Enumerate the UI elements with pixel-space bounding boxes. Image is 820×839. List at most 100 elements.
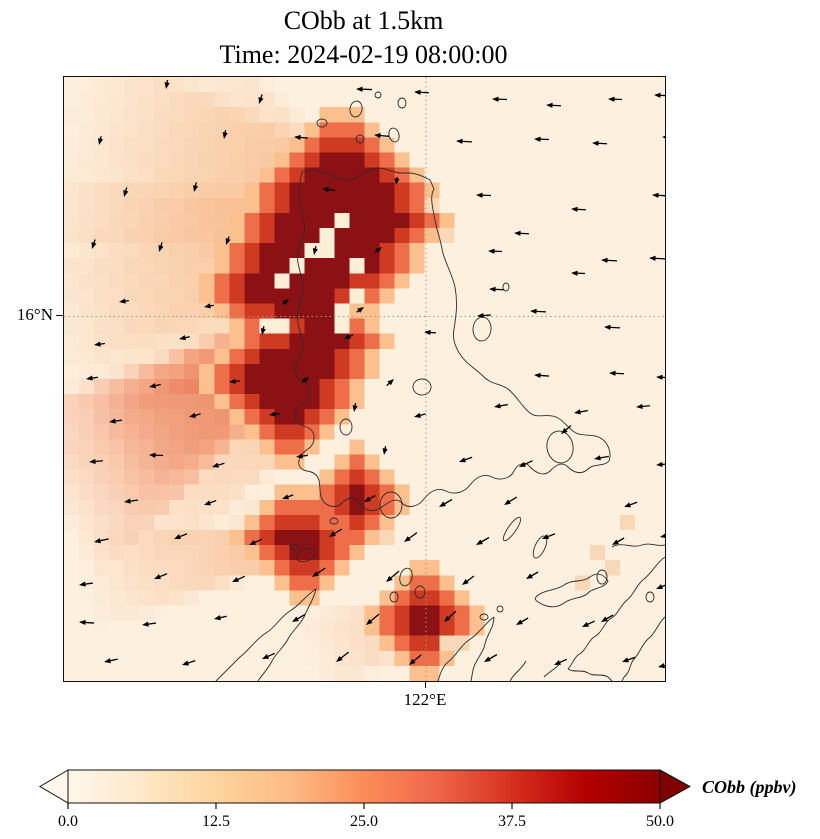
wind-arrow bbox=[476, 536, 490, 545]
wind-arrow bbox=[79, 619, 95, 626]
wind-arrow bbox=[477, 312, 492, 319]
wind-arrow bbox=[232, 575, 246, 582]
wind-arrow bbox=[571, 206, 587, 212]
wind-arrow bbox=[594, 455, 609, 461]
wind-arrow bbox=[526, 571, 539, 579]
wind-arrow bbox=[109, 418, 122, 424]
wind-arrow bbox=[660, 533, 665, 539]
island-outline bbox=[389, 591, 399, 603]
wind-arrow bbox=[204, 499, 217, 506]
wind-arrow bbox=[282, 299, 289, 306]
colorbar-tick-2: 25.0 bbox=[350, 813, 378, 830]
wind-arrow bbox=[561, 425, 572, 434]
wind-arrow bbox=[592, 140, 608, 146]
coastline-path bbox=[215, 588, 317, 681]
wind-arrow bbox=[456, 138, 473, 144]
colorbar: 0.0 12.5 25.0 37.5 50.0 CObb (ppbv) bbox=[30, 758, 810, 838]
wind-arrow bbox=[344, 333, 354, 339]
wind-arrow bbox=[656, 374, 665, 380]
colorbar-extend-left-arrow bbox=[39, 769, 69, 804]
wind-arrow bbox=[534, 372, 550, 379]
colorbar-label: CObb (ppbv) bbox=[702, 777, 796, 798]
wind-arrow bbox=[462, 575, 475, 585]
wind-arrow bbox=[124, 498, 138, 504]
wind-arrow bbox=[222, 130, 228, 139]
island-outline bbox=[414, 585, 426, 599]
wind-arrow bbox=[612, 537, 625, 545]
colorbar-tick-0: 0.0 bbox=[58, 813, 78, 830]
wind-arrow bbox=[582, 620, 595, 627]
wind-arrow bbox=[182, 660, 196, 666]
wind-arrow bbox=[424, 329, 437, 336]
wind-arrow bbox=[656, 461, 665, 468]
wind-arrow bbox=[374, 132, 389, 139]
island-outline bbox=[412, 378, 432, 396]
wind-arrow bbox=[601, 257, 618, 263]
wind-arrow bbox=[94, 341, 105, 347]
coastline-path bbox=[621, 616, 665, 681]
wind-arrow bbox=[174, 533, 188, 539]
island-outline bbox=[502, 282, 510, 292]
wind-arrow bbox=[394, 176, 400, 185]
chart-subtitle: Time: 2024-02-19 08:00:00 bbox=[219, 40, 508, 69]
island-outline bbox=[472, 316, 492, 342]
wind-arrow bbox=[329, 528, 343, 537]
wind-arrow bbox=[189, 412, 201, 418]
colorbar-tick-4: 50.0 bbox=[646, 813, 674, 830]
island-outline bbox=[379, 491, 403, 519]
island-outline bbox=[295, 547, 317, 563]
wind-arrow bbox=[574, 409, 588, 415]
island-outline bbox=[479, 613, 489, 621]
wind-arrow bbox=[86, 375, 98, 381]
wind-arrow bbox=[604, 324, 621, 330]
wind-arrow bbox=[534, 136, 550, 142]
wind-arrow bbox=[356, 307, 364, 313]
wind-arrow bbox=[142, 621, 156, 627]
wind-arrow bbox=[249, 538, 263, 545]
wind-arrow bbox=[214, 615, 227, 621]
wind-arrow bbox=[624, 501, 638, 508]
island-outline bbox=[329, 517, 339, 525]
wind-arrow bbox=[364, 494, 376, 502]
island-outline bbox=[645, 591, 655, 603]
wind-arrow bbox=[352, 403, 358, 412]
x-tick bbox=[424, 681, 426, 688]
island-outline bbox=[349, 100, 363, 118]
coastline-path bbox=[543, 662, 561, 678]
wind-arrow bbox=[212, 462, 225, 468]
wind-arrow bbox=[104, 658, 118, 664]
wind-arrow bbox=[119, 298, 129, 304]
wind-arrow bbox=[386, 379, 394, 387]
wind-arrow bbox=[98, 136, 104, 145]
island-outline bbox=[397, 97, 407, 109]
heatmap-canvas bbox=[64, 77, 665, 681]
coastlines bbox=[215, 91, 665, 681]
wind-arrow bbox=[336, 651, 350, 662]
wind-arrow bbox=[229, 378, 241, 384]
wind-arrow bbox=[652, 192, 665, 198]
wind-arrow bbox=[459, 456, 473, 463]
wind-arrow bbox=[546, 102, 562, 108]
wind-arrow bbox=[494, 403, 508, 409]
wind-arrow bbox=[374, 247, 382, 254]
wind-arrow bbox=[366, 613, 380, 625]
chart-title: CObb at 1.5km bbox=[283, 6, 444, 35]
wind-arrow bbox=[649, 255, 665, 261]
wind-arrow bbox=[656, 583, 665, 589]
y-tick bbox=[56, 315, 63, 317]
wind-arrow bbox=[164, 80, 170, 89]
wind-arrow bbox=[658, 663, 665, 669]
wind-arrow bbox=[654, 92, 665, 98]
colorbar-tick-1: 12.5 bbox=[202, 813, 230, 830]
colorbar-ticks bbox=[67, 803, 661, 809]
x-tick-label: 122°E bbox=[403, 690, 447, 709]
wind-arrow bbox=[301, 377, 309, 384]
coastline-path bbox=[611, 543, 665, 548]
island-outline bbox=[339, 418, 353, 436]
wind-arrow bbox=[204, 303, 214, 309]
coastline-path bbox=[567, 556, 665, 670]
wind-arrow bbox=[530, 308, 547, 314]
wind-arrow bbox=[609, 370, 625, 376]
wind-arrow bbox=[79, 581, 93, 587]
